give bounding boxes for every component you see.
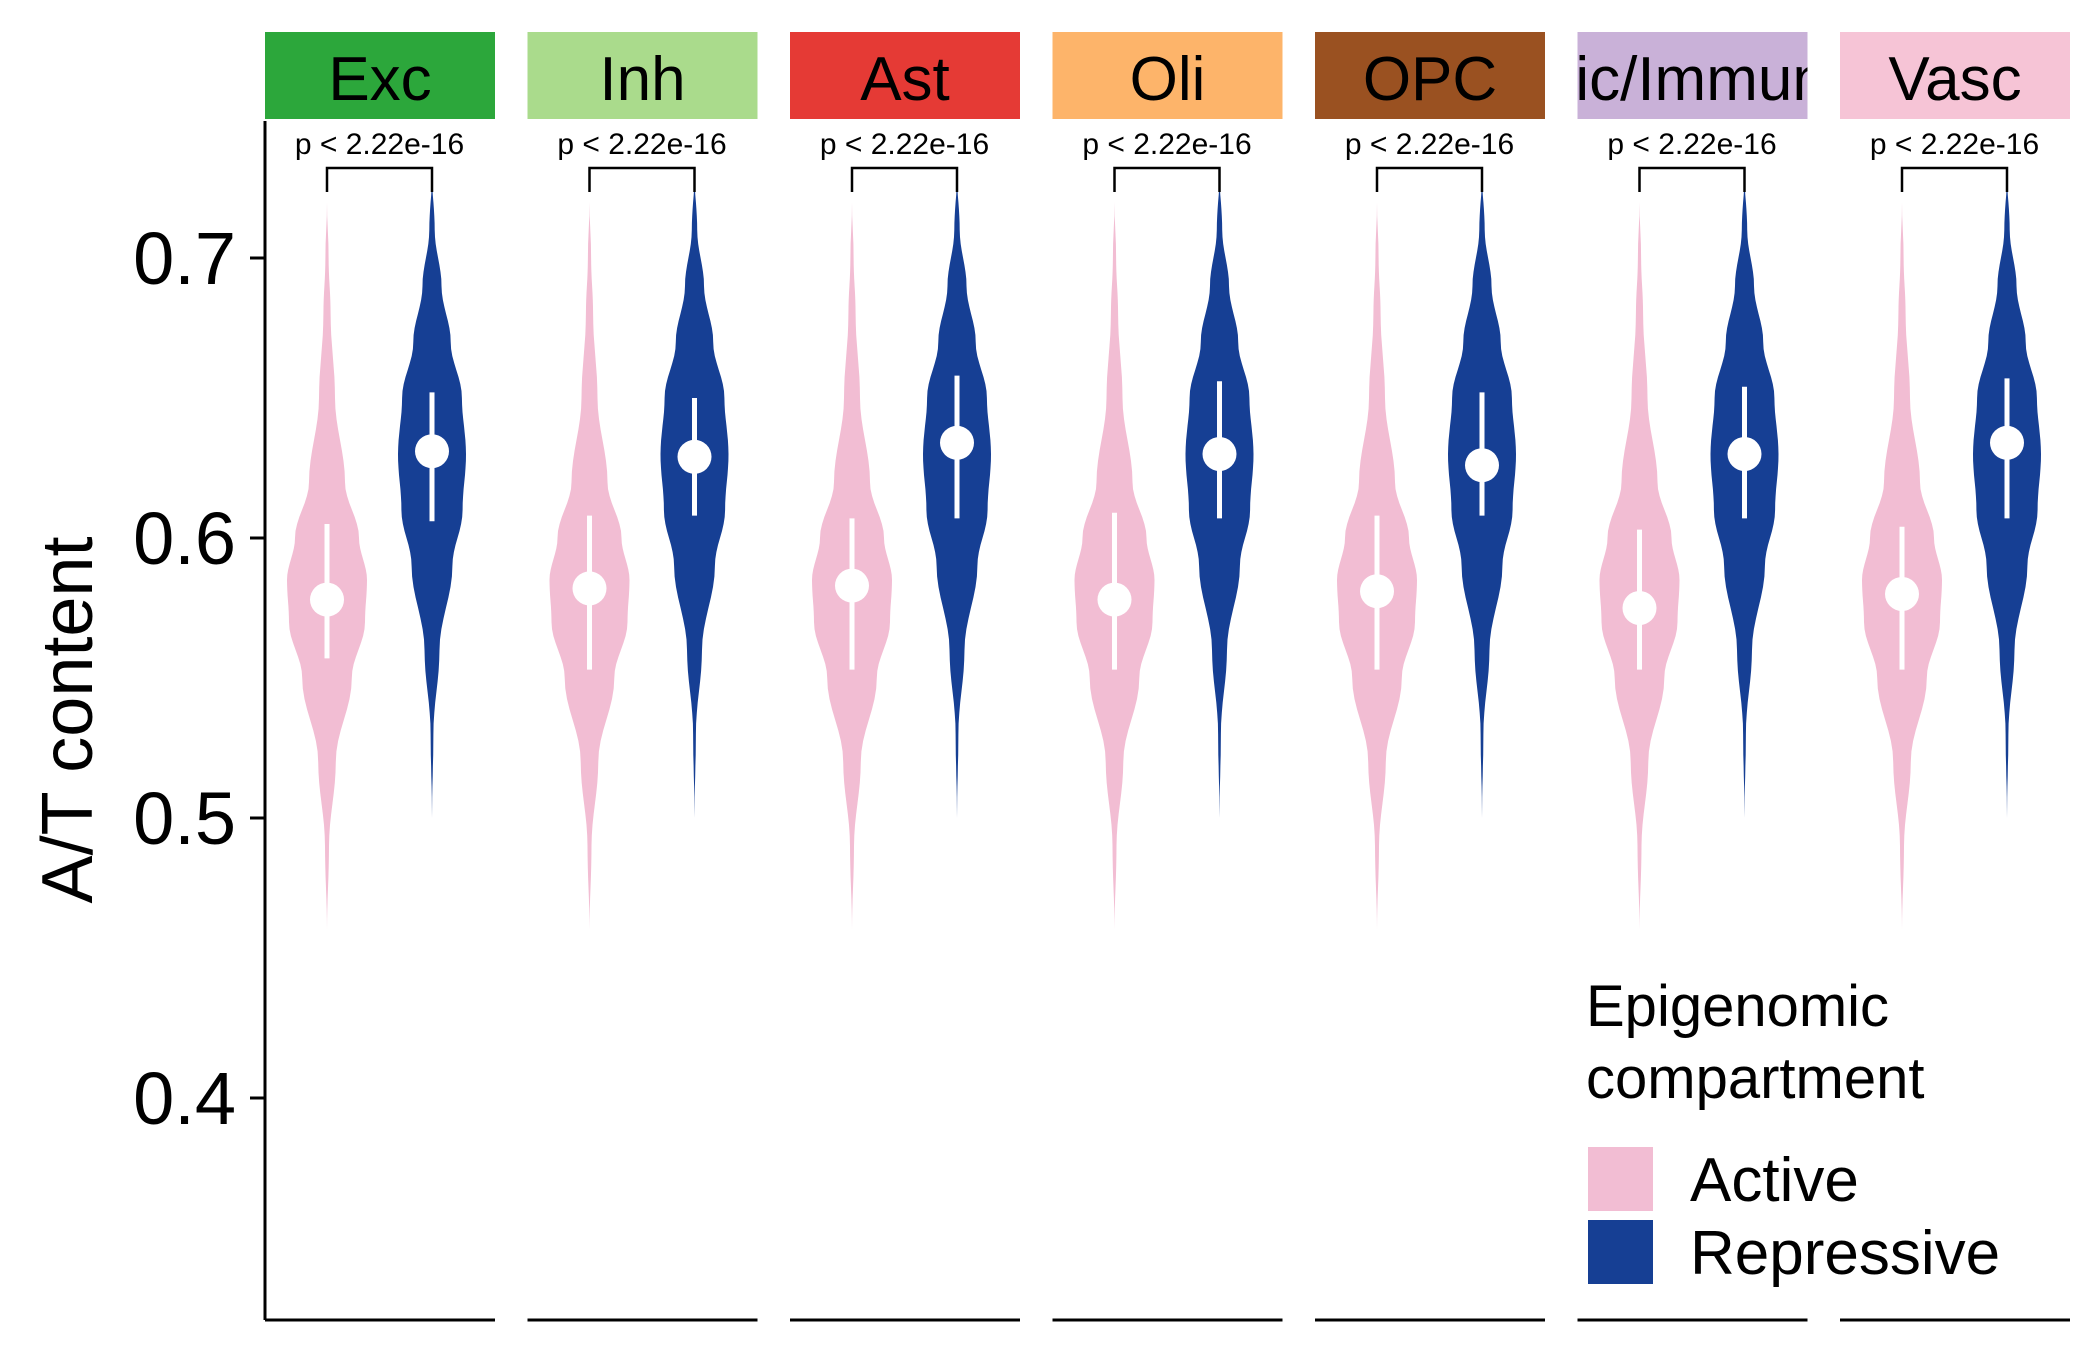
strip-background <box>1840 32 2070 119</box>
median-point-active <box>310 582 344 617</box>
y-tick-label: 0.4 <box>133 1057 236 1140</box>
panel-exc: Exc p < 2.22e-16 <box>265 32 495 1322</box>
strip-background <box>1577 32 1808 119</box>
strip-label: Exc <box>328 45 431 114</box>
strip-background <box>1315 32 1545 119</box>
strip-label: OPC <box>1363 45 1497 114</box>
significance-bracket <box>325 166 434 192</box>
legend-label-active: Active <box>1690 1146 1859 1215</box>
y-tick-label: 0.5 <box>133 777 236 860</box>
panel-oli: Oli p < 2.22e-16 <box>1052 32 1283 1322</box>
significance-bracket <box>850 166 959 192</box>
significance-bracket <box>1113 166 1221 192</box>
y-tick-label: 0.7 <box>133 217 236 300</box>
median-point-active <box>1360 574 1394 609</box>
strip-label: Mic/Immune <box>1524 45 1862 114</box>
legend-label-repressive: Repressive <box>1690 1219 2000 1288</box>
facet-panels: Exc p < 2.22e-16 Inh p < 2.22e-16 Ast p < 2.2… <box>265 32 2070 1322</box>
significance-bracket <box>1900 166 2009 192</box>
panel-vasc: Vasc p < 2.22e-16 <box>1840 32 2070 1322</box>
p-value-label: p < 2.22e-16 <box>820 128 989 161</box>
legend: Epigenomic compartment Active Repressive <box>1586 974 2000 1288</box>
median-point-active <box>1097 582 1132 617</box>
significance-bracket <box>1375 166 1484 192</box>
legend-title-line2: compartment <box>1586 1046 1924 1111</box>
p-value-label: p < 2.22e-16 <box>557 128 726 161</box>
panel-inh: Inh p < 2.22e-16 <box>527 32 758 1322</box>
strip-label: Inh <box>599 45 685 114</box>
strip-label: Ast <box>860 45 950 114</box>
median-point-active <box>1885 577 1919 611</box>
panel-ast: Ast p < 2.22e-16 <box>790 32 1020 1322</box>
strip-background <box>527 32 758 119</box>
significance-bracket <box>588 166 696 192</box>
panel-mic-immune: Mic/Immune p < 2.22e-16 <box>1524 32 1862 1322</box>
strip-background <box>1052 32 1283 119</box>
median-point-repressive <box>1202 437 1237 471</box>
p-value-label: p < 2.22e-16 <box>1345 128 1514 161</box>
median-point-repressive <box>940 425 974 460</box>
median-point-repressive <box>1990 425 2024 460</box>
median-point-active <box>572 571 607 606</box>
median-point-repressive <box>677 439 712 474</box>
strip-background <box>265 32 495 119</box>
panel-opc: OPC p < 2.22e-16 <box>1315 32 1545 1322</box>
y-tick-label: 0.6 <box>133 497 236 580</box>
legend-title-line1: Epigenomic <box>1586 974 1889 1039</box>
median-point-repressive <box>1727 437 1762 471</box>
p-value-label: p < 2.22e-16 <box>1870 128 2039 161</box>
median-point-active <box>835 568 869 603</box>
legend-key-repressive <box>1588 1220 1653 1284</box>
p-value-label: p < 2.22e-16 <box>1607 128 1776 161</box>
strip-label: Oli <box>1130 45 1206 114</box>
y-axis: 0.4 0.5 0.6 0.7 <box>133 121 267 1320</box>
significance-bracket <box>1638 166 1746 192</box>
median-point-repressive <box>415 434 449 469</box>
p-value-label: p < 2.22e-16 <box>1082 128 1251 161</box>
strip-background <box>790 32 1020 119</box>
median-point-repressive <box>1465 448 1499 483</box>
p-value-label: p < 2.22e-16 <box>295 128 464 161</box>
median-point-active <box>1622 591 1657 625</box>
strip-label: Vasc <box>1888 45 2021 114</box>
y-axis-label: A/T content <box>28 537 108 904</box>
legend-key-active <box>1588 1147 1653 1211</box>
